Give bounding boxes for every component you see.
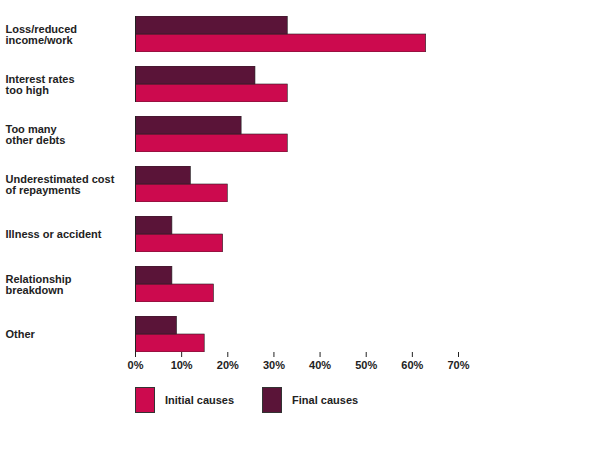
svg-text:Other: Other xyxy=(6,328,36,340)
svg-text:0%: 0% xyxy=(128,359,144,371)
svg-text:40%: 40% xyxy=(309,359,331,371)
svg-text:Too manyother debts: Too manyother debts xyxy=(6,123,66,146)
html-text:Final causes: Final causes xyxy=(292,394,359,406)
svg-text:Loss/reducedincome/work: Loss/reducedincome/work xyxy=(6,23,78,46)
svg-text:Interest ratestoo high: Interest ratestoo high xyxy=(6,73,75,96)
html-text:Initial causes: Initial causes xyxy=(165,394,235,406)
svg-text:50%: 50% xyxy=(355,359,377,371)
svg-text:Illness or accident: Illness or accident xyxy=(6,228,102,240)
svg-text:20%: 20% xyxy=(217,359,239,371)
svg-text:Underestimated costof repaymen: Underestimated costof repayments xyxy=(6,173,115,196)
svg-text:30%: 30% xyxy=(263,359,285,371)
svg-text:10%: 10% xyxy=(171,359,193,371)
svg-text:60%: 60% xyxy=(401,359,423,371)
svg-text:Relationshipbreakdown: Relationshipbreakdown xyxy=(6,273,72,296)
svg-text:70%: 70% xyxy=(447,359,469,371)
